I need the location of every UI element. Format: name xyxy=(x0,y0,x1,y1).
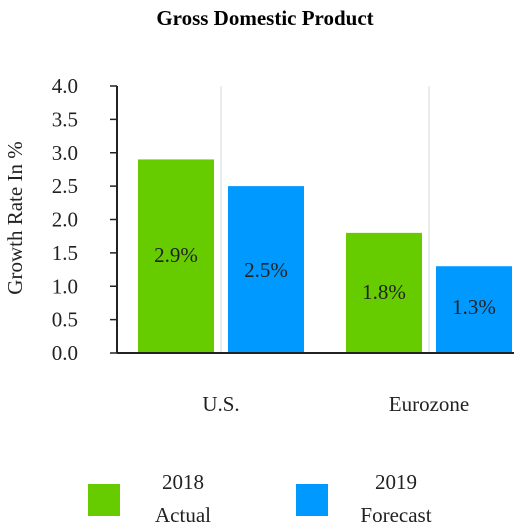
data-label: 1.8% xyxy=(362,280,406,304)
bar xyxy=(228,186,304,353)
data-label: 2.9% xyxy=(154,243,198,267)
y-tick-label: 0.0 xyxy=(52,341,78,365)
legend-label-line2: Forecast xyxy=(360,503,431,527)
bar xyxy=(138,159,214,353)
legend-label-line1: 2018 xyxy=(162,470,204,494)
y-axis-label: Growth Rate In % xyxy=(3,141,27,294)
bar xyxy=(346,232,422,353)
y-tick-label: 1.0 xyxy=(52,274,78,298)
legend-swatch xyxy=(296,484,328,516)
y-ticks: 0.0 0.5 1.0 1.5 2.0 2.5 3.0 3.5 4.0 xyxy=(52,74,117,365)
y-tick-label: 4.0 xyxy=(52,74,78,98)
bar xyxy=(436,266,512,353)
x-categories: U.S. Eurozone xyxy=(202,392,469,416)
data-label: 1.3% xyxy=(452,295,496,319)
legend: 2018 Actual 2019 Forecast xyxy=(88,470,432,527)
legend-swatch xyxy=(88,484,120,516)
y-tick-label: 3.5 xyxy=(52,107,78,131)
bars xyxy=(138,159,512,353)
chart-title: Gross Domestic Product xyxy=(156,6,373,30)
grid-lines xyxy=(220,86,430,353)
x-category-label: Eurozone xyxy=(389,392,469,416)
x-category-label: U.S. xyxy=(202,392,239,416)
data-labels: 2.9% 1.8% 2.5% 1.3% xyxy=(154,243,496,319)
y-tick-label: 2.5 xyxy=(52,174,78,198)
legend-label-line1: 2019 xyxy=(375,470,417,494)
legend-label-line2: Actual xyxy=(155,503,211,527)
y-tick-label: 3.0 xyxy=(52,141,78,165)
data-label: 2.5% xyxy=(244,258,288,282)
y-tick-label: 1.5 xyxy=(52,241,78,265)
y-tick-label: 0.5 xyxy=(52,308,78,332)
y-tick-label: 2.0 xyxy=(52,208,78,232)
